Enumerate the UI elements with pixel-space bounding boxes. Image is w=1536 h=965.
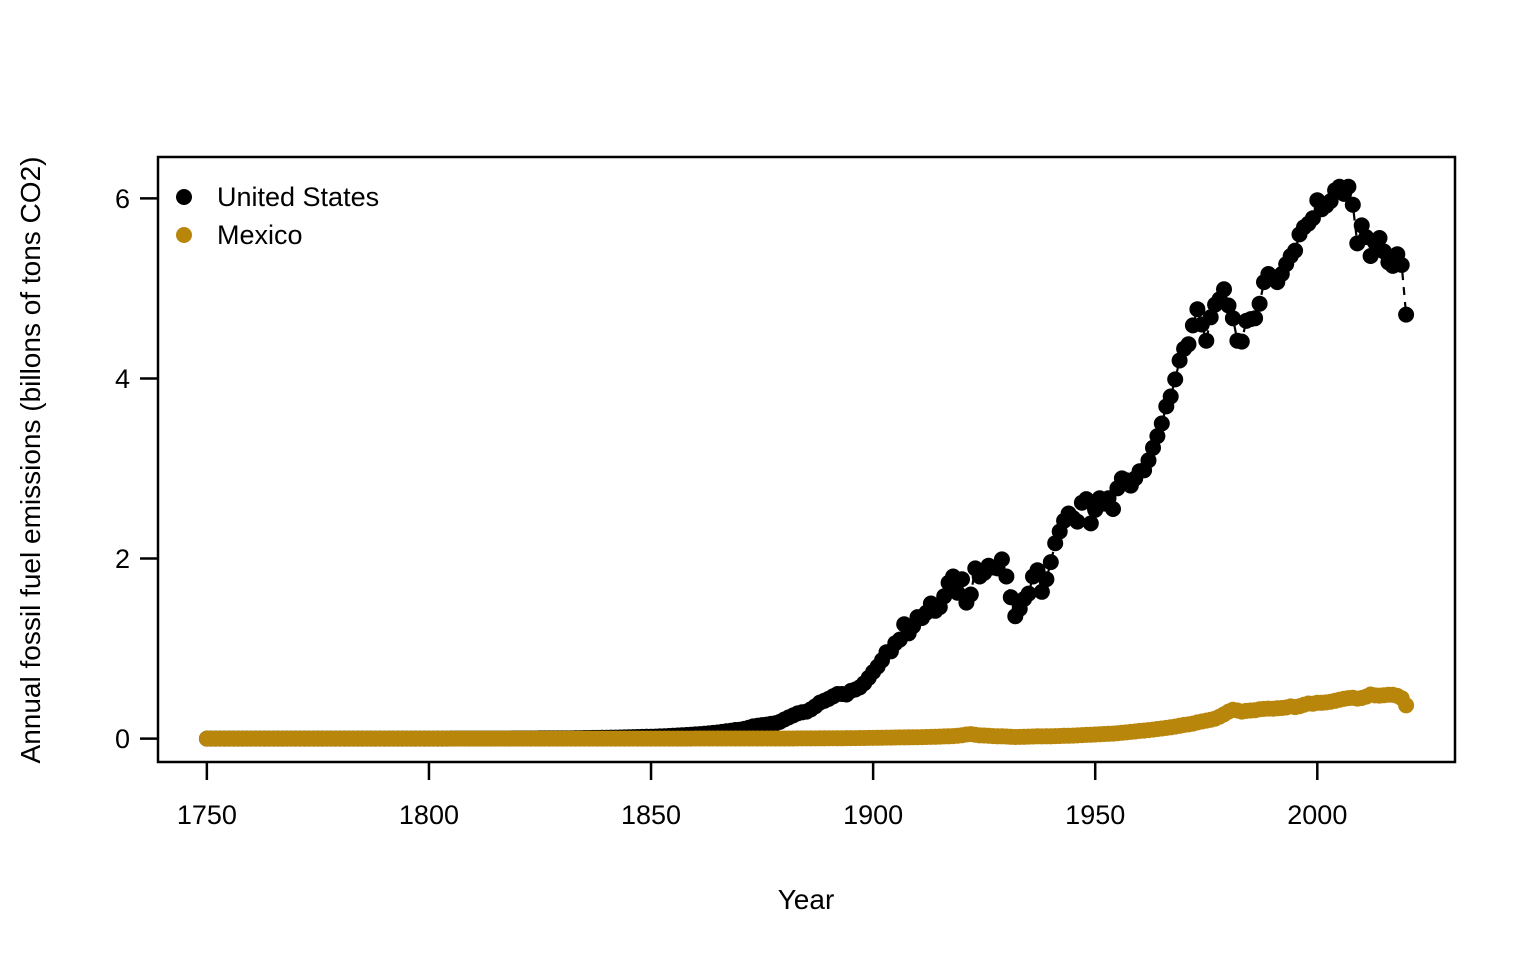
data-point-united-states — [1202, 309, 1219, 326]
series-united-states — [198, 178, 1415, 747]
data-point-united-states — [1371, 230, 1388, 246]
x-tick-label: 1800 — [399, 800, 459, 830]
y-tick-label: 0 — [115, 724, 130, 754]
data-point-united-states — [1344, 196, 1361, 213]
legend: United States Mexico — [176, 182, 379, 250]
x-tick-label: 1900 — [843, 800, 903, 830]
series-mexico — [198, 686, 1415, 747]
data-point-united-states — [1398, 306, 1415, 323]
data-point-united-states — [1038, 571, 1055, 588]
y-axis-title: Annual fossil fuel emissions (billons of… — [15, 157, 46, 764]
data-point-united-states — [1042, 554, 1059, 571]
x-tick-label: 2000 — [1287, 800, 1347, 830]
axis-ticks: 1750 1800 1850 1900 1950 2000 0 2 4 6 — [115, 184, 1347, 830]
data-point-united-states — [1251, 295, 1268, 312]
data-point-united-states — [1362, 248, 1379, 264]
data-point-united-states — [954, 571, 970, 588]
data-series — [198, 178, 1415, 747]
data-point-united-states — [1069, 513, 1086, 530]
data-point-united-states — [1340, 178, 1357, 195]
data-point-united-states — [1033, 583, 1050, 600]
data-point-united-states — [993, 551, 1010, 568]
data-point-united-states — [962, 586, 979, 603]
data-point-united-states — [1153, 415, 1170, 432]
legend-label-mexico: Mexico — [217, 220, 303, 250]
data-point-united-states — [1216, 281, 1232, 298]
data-point-united-states — [1149, 428, 1166, 445]
data-point-united-states — [1220, 297, 1237, 314]
data-point-united-states — [1105, 501, 1121, 517]
data-point-united-states — [1233, 333, 1250, 350]
data-point-united-states — [1078, 491, 1095, 508]
x-tick-label: 1850 — [621, 800, 681, 830]
data-point-united-states — [1198, 332, 1215, 349]
x-tick-label: 1750 — [177, 800, 237, 830]
data-point-united-states — [1082, 515, 1099, 532]
legend-dot-united-states — [176, 189, 192, 205]
data-point-united-states — [1287, 242, 1304, 259]
data-point-united-states — [1180, 336, 1197, 353]
data-point-united-states — [1247, 310, 1264, 327]
data-point-united-states — [1020, 585, 1037, 602]
data-point-united-states — [1140, 452, 1157, 469]
x-axis-title: Year — [778, 884, 835, 915]
data-point-united-states — [936, 588, 953, 605]
plot-border — [156, 155, 1457, 764]
y-tick-label: 2 — [115, 544, 130, 574]
series-line-united-states — [206, 183, 1408, 740]
data-point-united-states — [1167, 371, 1184, 388]
y-tick-label: 6 — [115, 184, 130, 214]
data-point-united-states — [1224, 310, 1241, 327]
data-point-mexico — [1398, 697, 1415, 714]
data-point-united-states — [998, 568, 1015, 585]
data-point-united-states — [1002, 589, 1019, 606]
x-tick-label: 1950 — [1065, 800, 1125, 830]
legend-dot-mexico — [176, 227, 192, 243]
y-tick-label: 4 — [115, 364, 130, 394]
legend-label-united-states: United States — [217, 182, 379, 212]
data-point-united-states — [1393, 257, 1410, 273]
data-point-united-states — [1162, 388, 1179, 405]
data-point-united-states — [1189, 301, 1206, 318]
